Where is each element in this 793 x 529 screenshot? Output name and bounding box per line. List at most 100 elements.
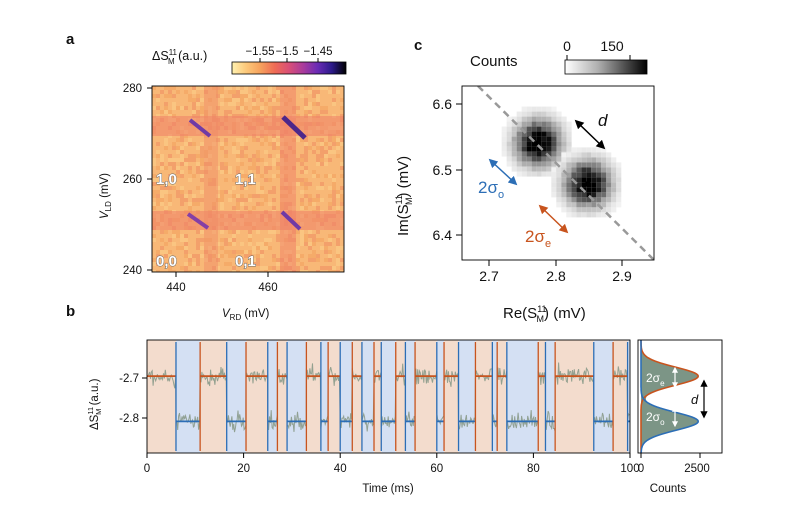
panel-a-crossing-1 — [188, 118, 212, 138]
panel-c-letter: c — [414, 37, 422, 54]
panel-b-state-segment — [328, 340, 341, 453]
panel-b-state-segment — [374, 340, 382, 453]
panel-a-y-ticks: 280 260 240 — [123, 83, 152, 277]
panel-b-state-segment — [497, 340, 507, 453]
panel-b-xtick-0: 0 — [144, 463, 150, 475]
panel-a-crossing-4 — [280, 210, 302, 231]
panel-a-colorbar-label: ΔS11 M (a.u.) — [152, 48, 207, 66]
panel-c-d-arrow — [574, 119, 606, 150]
panel-b-state-segment — [175, 340, 201, 453]
panel-b-state-segment — [613, 340, 628, 453]
panel-a-x-label: VRD (mV) — [222, 308, 270, 322]
region-label-0-0: 0,0 — [156, 253, 177, 270]
panel-b-state-segment — [405, 340, 416, 453]
panel-c-cbtick-150: 150 — [600, 38, 624, 54]
panel-b-state-segment — [226, 340, 247, 453]
panel-b-xtick-60: 60 — [430, 463, 443, 475]
panel-c-sigma-e-arrow — [538, 204, 569, 234]
histogram-fill — [641, 340, 699, 453]
panel-c-frame — [461, 85, 655, 261]
panel-a-colorbar — [231, 61, 347, 75]
panel-a-y-label: VLD (mV) — [99, 173, 113, 219]
panel-b-frame — [146, 339, 631, 454]
panel-b-state-segment — [545, 340, 556, 453]
panel-c-x-label: Re(S11 M) (mV) — [503, 304, 586, 324]
panel-c-xtick-2.9: 2.9 — [612, 268, 632, 284]
panel-b-letter: b — [66, 303, 75, 320]
panel-a-colorbar-ticks: −1.55 −1.5 −1.45 — [245, 46, 333, 62]
panel-b-x-ticks: 0 20 40 60 80 100 — [144, 453, 640, 475]
panel-b-histogram: 2σe 2σo d 0 2500 Counts — [637, 339, 723, 495]
panel-c-x-ticks: 2.7 2.8 2.9 — [479, 260, 632, 284]
panel-b-state-segment — [593, 340, 614, 453]
panel-b-xtick-40: 40 — [334, 463, 347, 475]
panel-c-blob-upper-left — [535, 140, 542, 147]
panel-c-colorbar-label: Counts — [470, 53, 518, 70]
panel-a-cbtick-0: −1.55 — [245, 46, 274, 58]
panel-a-ytick-260: 260 — [123, 174, 142, 186]
panel-b-xtick-80: 80 — [527, 463, 540, 475]
panel-b-state-segment — [267, 340, 278, 453]
histogram-xtick-0: 0 — [638, 463, 644, 475]
panel-a-x-ticks: 440 460 — [166, 272, 278, 294]
panel-b-state-segment — [352, 340, 362, 453]
panel-c-d-label: d — [598, 111, 608, 130]
panel-b: b -2.7 -2.8 ΔS11M (a.u.) 0 20 40 60 80 100 Ti… — [66, 303, 723, 495]
panel-a-crossing-3 — [186, 212, 210, 230]
panel-b-xtick-100: 100 — [620, 463, 639, 475]
panel-c: c Counts 0 150 d 2σo 2σe 6.6 6.5 — [394, 37, 655, 324]
panel-b-state-segment — [436, 340, 445, 453]
panel-a-crossing-2 — [281, 115, 307, 140]
panel-b-state-segment — [538, 340, 546, 453]
region-label-0-1: 0,1 — [235, 253, 256, 270]
region-label-1-0: 1,0 — [156, 171, 177, 188]
panel-b-state-segment — [287, 340, 307, 453]
histogram-x-label: Counts — [650, 483, 687, 495]
histogram-frame — [637, 339, 723, 454]
panel-b-state-segment — [444, 340, 459, 453]
panel-a-ytick-240: 240 — [123, 265, 142, 277]
panel-b-ytick-lower: -2.8 — [119, 413, 139, 425]
panel-c-sigma-e-label: 2σe — [525, 227, 551, 250]
histogram-d-label: d — [691, 392, 699, 407]
panel-a-xtick-440: 440 — [166, 282, 185, 294]
panel-c-sigma-o-arrow — [488, 158, 518, 186]
panel-b-raw-trace — [147, 362, 630, 433]
region-label-1-1: 1,1 — [235, 171, 256, 188]
panel-b-x-label: Time (ms) — [362, 483, 413, 495]
panel-c-ytick-6.4: 6.4 — [433, 227, 453, 243]
panel-b-fit-trace — [147, 342, 630, 451]
panel-a-cbtick-1: −1.5 — [276, 46, 299, 58]
panel-c-cbtick-0: 0 — [563, 38, 571, 54]
panel-b-state-segment — [147, 340, 176, 453]
panel-c-colorbar — [564, 59, 648, 75]
panel-b-state-backgrounds — [147, 340, 630, 453]
histogram-fit-odd — [640, 340, 700, 454]
panel-a-cbtick-2: −1.45 — [303, 46, 332, 58]
panel-b-state-segment — [381, 340, 396, 453]
histogram-sigma-o-label: 2σo — [646, 410, 665, 427]
panel-c-blob-lower-right — [584, 180, 591, 187]
panel-a-ytick-280: 280 — [123, 83, 142, 95]
panel-c-diagonal-dashed-line — [477, 86, 654, 260]
panel-b-state-segment — [627, 340, 630, 453]
panel-a: a ΔS11 M (a.u.) −1.55 −1.5 −1.45 1,0 1,1 0 — [66, 31, 347, 322]
panel-b-state-segment — [277, 340, 288, 453]
panel-b-y-label: ΔS11M (a.u.) — [86, 378, 103, 430]
panel-b-state-segment — [320, 340, 329, 453]
panel-b-y-ticks: -2.7 -2.8 — [119, 373, 147, 425]
panel-b-state-segment — [395, 340, 406, 453]
panel-c-xtick-2.7: 2.7 — [479, 268, 499, 284]
panel-c-y-ticks: 6.6 6.5 6.4 — [433, 96, 462, 243]
panel-b-state-segment — [415, 340, 437, 453]
panel-b-state-segment — [555, 340, 594, 453]
panel-b-state-segment — [200, 340, 227, 453]
histogram-fit-even — [640, 340, 700, 453]
panel-b-ytick-upper: -2.7 — [119, 373, 139, 385]
panel-c-sigma-o-label: 2σo — [478, 178, 504, 201]
panel-b-state-segment — [246, 340, 268, 453]
panel-b-state-segment — [475, 340, 493, 453]
panel-c-y-label: Im(S11M) (mV) — [394, 156, 414, 236]
panel-b-state-segment — [340, 340, 353, 453]
